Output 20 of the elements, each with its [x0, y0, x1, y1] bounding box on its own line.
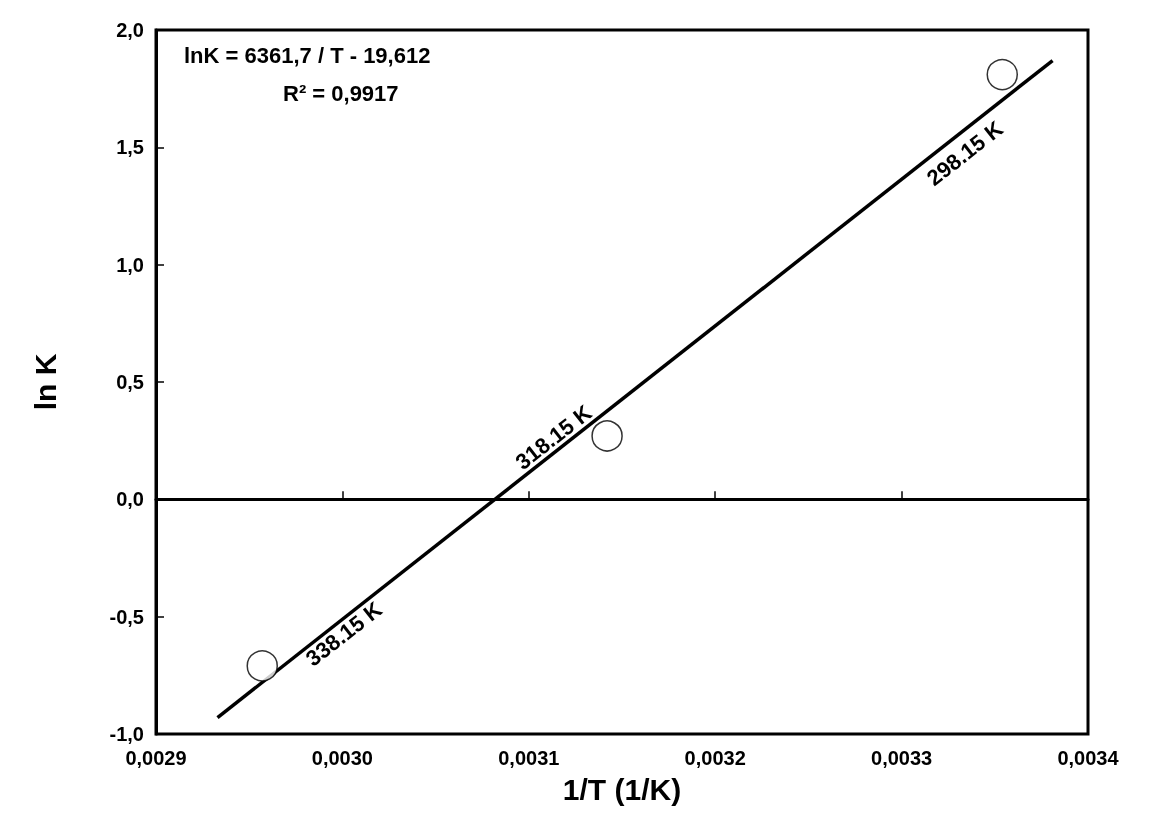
y-tick-label: 0,0: [116, 488, 144, 511]
x-tick-label: 0,0030: [311, 747, 373, 769]
y-axis-title: ln K: [28, 353, 62, 411]
x-tick-label: 0,0031: [498, 747, 560, 769]
point: [986, 58, 1019, 91]
y-tick-label: 1,5: [116, 136, 144, 159]
y-tick-label: 1,0: [116, 253, 144, 276]
x-tick-label: 0,0034: [1057, 747, 1120, 769]
x-axis-title: 1/T (1/K): [562, 772, 682, 806]
y-tick-label: -1,0: [109, 723, 144, 745]
x-tick-label: 0,0029: [125, 747, 187, 769]
point: [591, 420, 623, 452]
y-tick-label: 2,0: [116, 19, 144, 41]
annotation: lnK = 6361,7 / T - 19,612: [184, 42, 431, 68]
x-tick-label: 0,0033: [871, 747, 933, 769]
annotation: R² = 0,9917: [283, 80, 399, 106]
y-tick-label: 0,5: [116, 371, 144, 393]
y-tick-label: -0,5: [109, 605, 144, 628]
point: [246, 650, 278, 682]
x-tick-label: 0,0032: [684, 747, 746, 769]
